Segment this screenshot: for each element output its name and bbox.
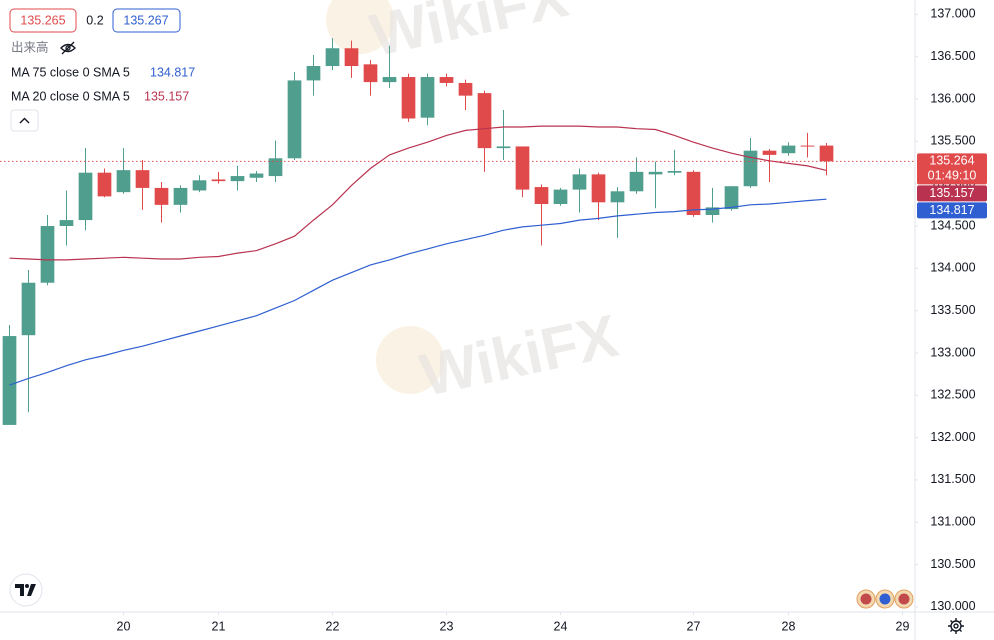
y-tick-label: 130.000 (930, 599, 975, 613)
ma-price-box (917, 202, 987, 219)
candle-body (572, 174, 587, 190)
x-tick-label: 22 (326, 619, 340, 633)
ask-box[interactable] (112, 8, 181, 33)
axis-layer: 130.000 130.500 131.000 131.500 132.000 132.5… (117, 7, 987, 633)
y-tick-label: 131.000 (930, 515, 975, 529)
candle-body (135, 170, 150, 188)
candle-body (458, 82, 473, 96)
ma-line (9, 125, 827, 261)
bid-box[interactable] (9, 8, 77, 33)
candle-body (211, 179, 226, 182)
bid-price: 135.265 (20, 13, 65, 27)
candle-body (325, 48, 340, 67)
hide-icon[interactable] (60, 41, 76, 55)
collapse-icon (19, 117, 30, 124)
x-tick-label: 20 (117, 619, 131, 633)
candle-body (40, 226, 55, 283)
x-tick-label: 28 (782, 619, 796, 633)
x-tick-label: 21 (212, 619, 226, 633)
candle-body (2, 336, 17, 425)
candle-body (287, 80, 302, 159)
candle-body (420, 77, 435, 118)
candle-body (382, 77, 397, 83)
candle-body (667, 170, 682, 173)
candle-body (496, 146, 511, 149)
watermark-text: WikiFX (365, 0, 574, 69)
settings-gear[interactable] (948, 618, 964, 634)
watermark-text: WikiFX (415, 302, 624, 409)
candle-body (705, 207, 720, 216)
candle-body (344, 48, 359, 67)
candle-body (781, 145, 796, 154)
y-tick-label: 137.000 (930, 7, 975, 21)
candle-body (439, 77, 454, 83)
y-tick-label: 133.500 (930, 303, 975, 317)
plot-area (0, 38, 915, 425)
x-tick-label: 24 (554, 619, 568, 633)
spread: 0.2 (86, 13, 103, 27)
last-price-box (917, 153, 987, 185)
ma-price-label: 135.157 (929, 186, 974, 200)
ma-price-label: 134.817 (929, 203, 974, 217)
candle-body (819, 145, 834, 162)
ma-line (9, 198, 827, 386)
candle-body (477, 93, 492, 149)
y-tick-label: 131.500 (930, 472, 975, 486)
candle-body (59, 220, 74, 227)
candle-body (192, 180, 207, 191)
y-tick-label: 135.500 (930, 134, 975, 148)
legend-ma75-name: MA 75 close 0 SMA 5 (11, 65, 130, 79)
candle-body (762, 150, 777, 155)
volume-label: 出来高 (11, 39, 49, 54)
y-tick-label: 136.500 (930, 49, 975, 63)
ask-price: 135.267 (123, 13, 168, 27)
candle-body (515, 146, 530, 190)
candle-body (306, 66, 321, 81)
candle-body (363, 64, 378, 83)
watermark-logo (326, 0, 394, 54)
candle-body (268, 158, 283, 177)
y-tick-label: 132.000 (930, 430, 975, 444)
countdown-label: 01:49:10 (928, 169, 977, 183)
candle-body (724, 186, 739, 210)
candle-body (648, 171, 663, 175)
y-tick-label: 136.000 (930, 91, 975, 105)
legend-ma20-name: MA 20 close 0 SMA 5 (11, 89, 130, 103)
candle-body (230, 176, 245, 182)
y-tick-label: 132.500 (930, 388, 975, 402)
candle-body (21, 282, 36, 336)
currency-flags (856, 589, 914, 609)
y-tick-label: 133.000 (930, 345, 975, 359)
candle-body (173, 187, 188, 205)
last-price-label: 135.264 (929, 154, 974, 168)
candle-body (97, 172, 112, 197)
watermark-logo (376, 326, 444, 394)
y-tick-label: 130.500 (930, 557, 975, 571)
candle-body (401, 77, 416, 119)
collapse-button[interactable] (10, 109, 39, 132)
legend-ma20-value: 135.157 (144, 89, 189, 103)
candle-body (610, 191, 625, 203)
candle-body (629, 171, 644, 192)
tradingview-logo[interactable] (9, 573, 43, 607)
candle-body (800, 145, 815, 147)
candle-body (78, 172, 93, 221)
candle-body (249, 173, 264, 178)
x-tick-label: 29 (896, 619, 910, 633)
x-tick-label: 27 (687, 619, 701, 633)
candle-body (591, 174, 606, 203)
candle-body (686, 171, 701, 216)
legend-ma75-value: 134.817 (150, 65, 195, 79)
y-tick-label: 134.500 (930, 218, 975, 232)
ma-price-box (917, 185, 987, 202)
candle-body (534, 187, 549, 204)
candle-body (154, 187, 169, 205)
candle-body (553, 189, 568, 204)
y-tick-label: 134.000 (930, 261, 975, 275)
candle-body (743, 150, 758, 187)
legend: 135.265 0.2 135.267 出来高 MA 75 close 0 SM… (9, 8, 195, 132)
x-tick-label: 23 (440, 619, 454, 633)
candle-body (116, 170, 131, 193)
